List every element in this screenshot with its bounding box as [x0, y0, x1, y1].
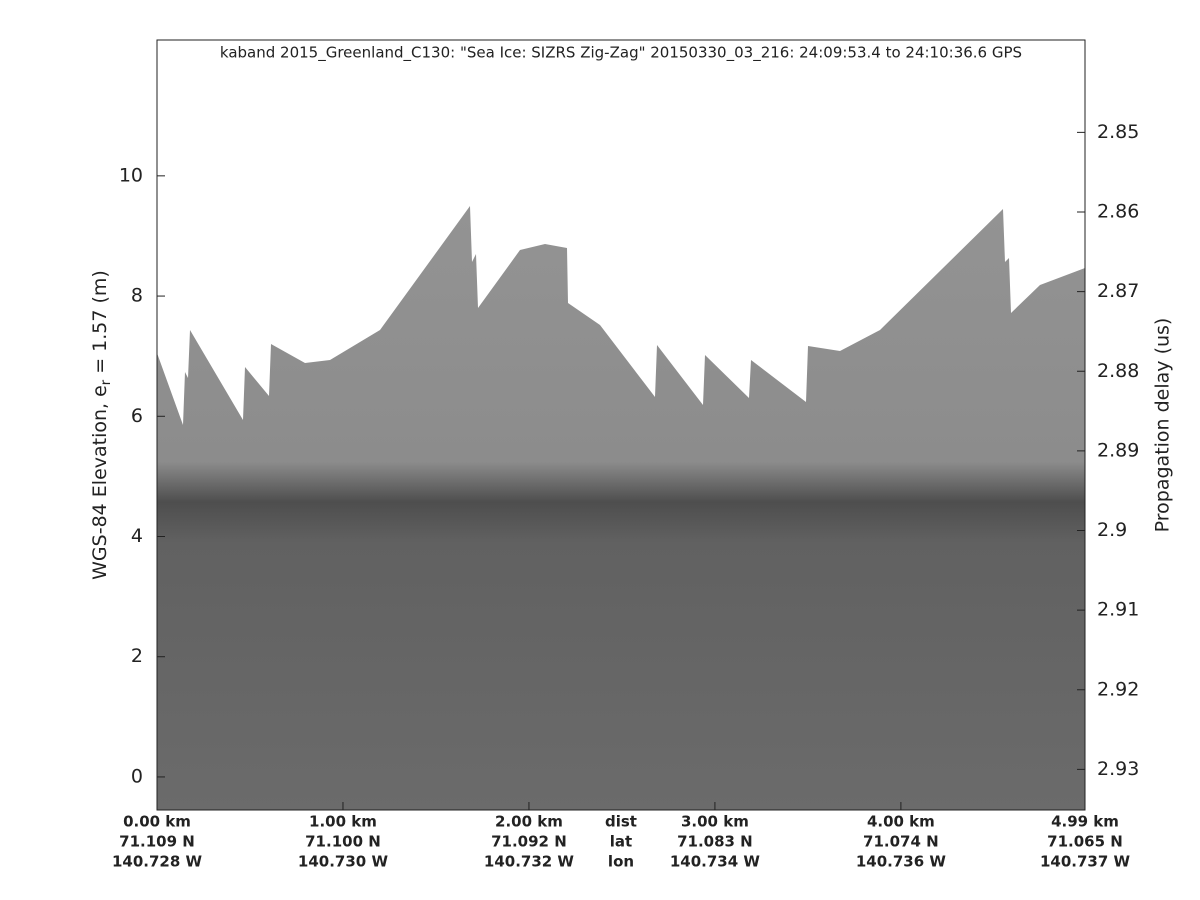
y2-tick-label: 2.89: [1097, 439, 1139, 461]
y-label-rest: = 1.57 (m): [89, 270, 111, 380]
y2-tick-label: 2.9: [1097, 519, 1127, 541]
y2-tick-label: 2.93: [1097, 758, 1139, 780]
y-tick-label: 4: [131, 525, 143, 547]
y-label-main: WGS-84 Elevation, e: [89, 385, 111, 580]
lon-label: 140.736 W: [856, 853, 947, 871]
x-tick-label: 4.00 km: [867, 813, 935, 831]
lat-label: 71.109 N: [119, 833, 195, 851]
lon-label: 140.734 W: [670, 853, 761, 871]
x-tick-label: 4.99 km: [1051, 813, 1119, 831]
lat-label: 71.074 N: [863, 833, 939, 851]
lat-label: 71.083 N: [677, 833, 753, 851]
y-tick-label: 10: [119, 164, 143, 186]
x-tick-label: 3.00 km: [681, 813, 749, 831]
y-axis-label: WGS-84 Elevation, er = 1.57 (m): [89, 270, 114, 580]
row-label: lat: [610, 833, 632, 851]
echogram-image: [157, 206, 1085, 810]
lon-label: 140.737 W: [1040, 853, 1131, 871]
x-tick-label: 1.00 km: [309, 813, 377, 831]
row-label: dist: [605, 813, 637, 831]
lon-label: 140.728 W: [112, 853, 203, 871]
lon-label: 140.732 W: [484, 853, 575, 871]
y2-tick-label: 2.85: [1097, 121, 1139, 143]
plot-frame: [156, 39, 1086, 811]
chart-title: kaband 2015_Greenland_C130: "Sea Ice: SI…: [220, 44, 1022, 63]
y-tick-label: 6: [131, 405, 143, 427]
lat-label: 71.065 N: [1047, 833, 1123, 851]
row-label: lon: [608, 853, 634, 871]
y2-tick-label: 2.92: [1097, 678, 1139, 700]
y2-tick-label: 2.86: [1097, 200, 1139, 222]
x-tick-label: 0.00 km: [123, 813, 191, 831]
y2-tick-label: 2.88: [1097, 360, 1139, 382]
y-label-sub: r: [99, 379, 114, 385]
y-tick-label: 0: [131, 765, 143, 787]
lat-label: 71.092 N: [491, 833, 567, 851]
y-tick-label: 2: [131, 645, 143, 667]
lon-label: 140.730 W: [298, 853, 389, 871]
y2-axis-label: Propagation delay (us): [1152, 318, 1174, 533]
lat-label: 71.100 N: [305, 833, 381, 851]
y-tick-label: 8: [131, 285, 143, 307]
y2-tick-label: 2.91: [1097, 599, 1139, 621]
y2-tick-label: 2.87: [1097, 280, 1139, 302]
x-tick-label: 2.00 km: [495, 813, 563, 831]
